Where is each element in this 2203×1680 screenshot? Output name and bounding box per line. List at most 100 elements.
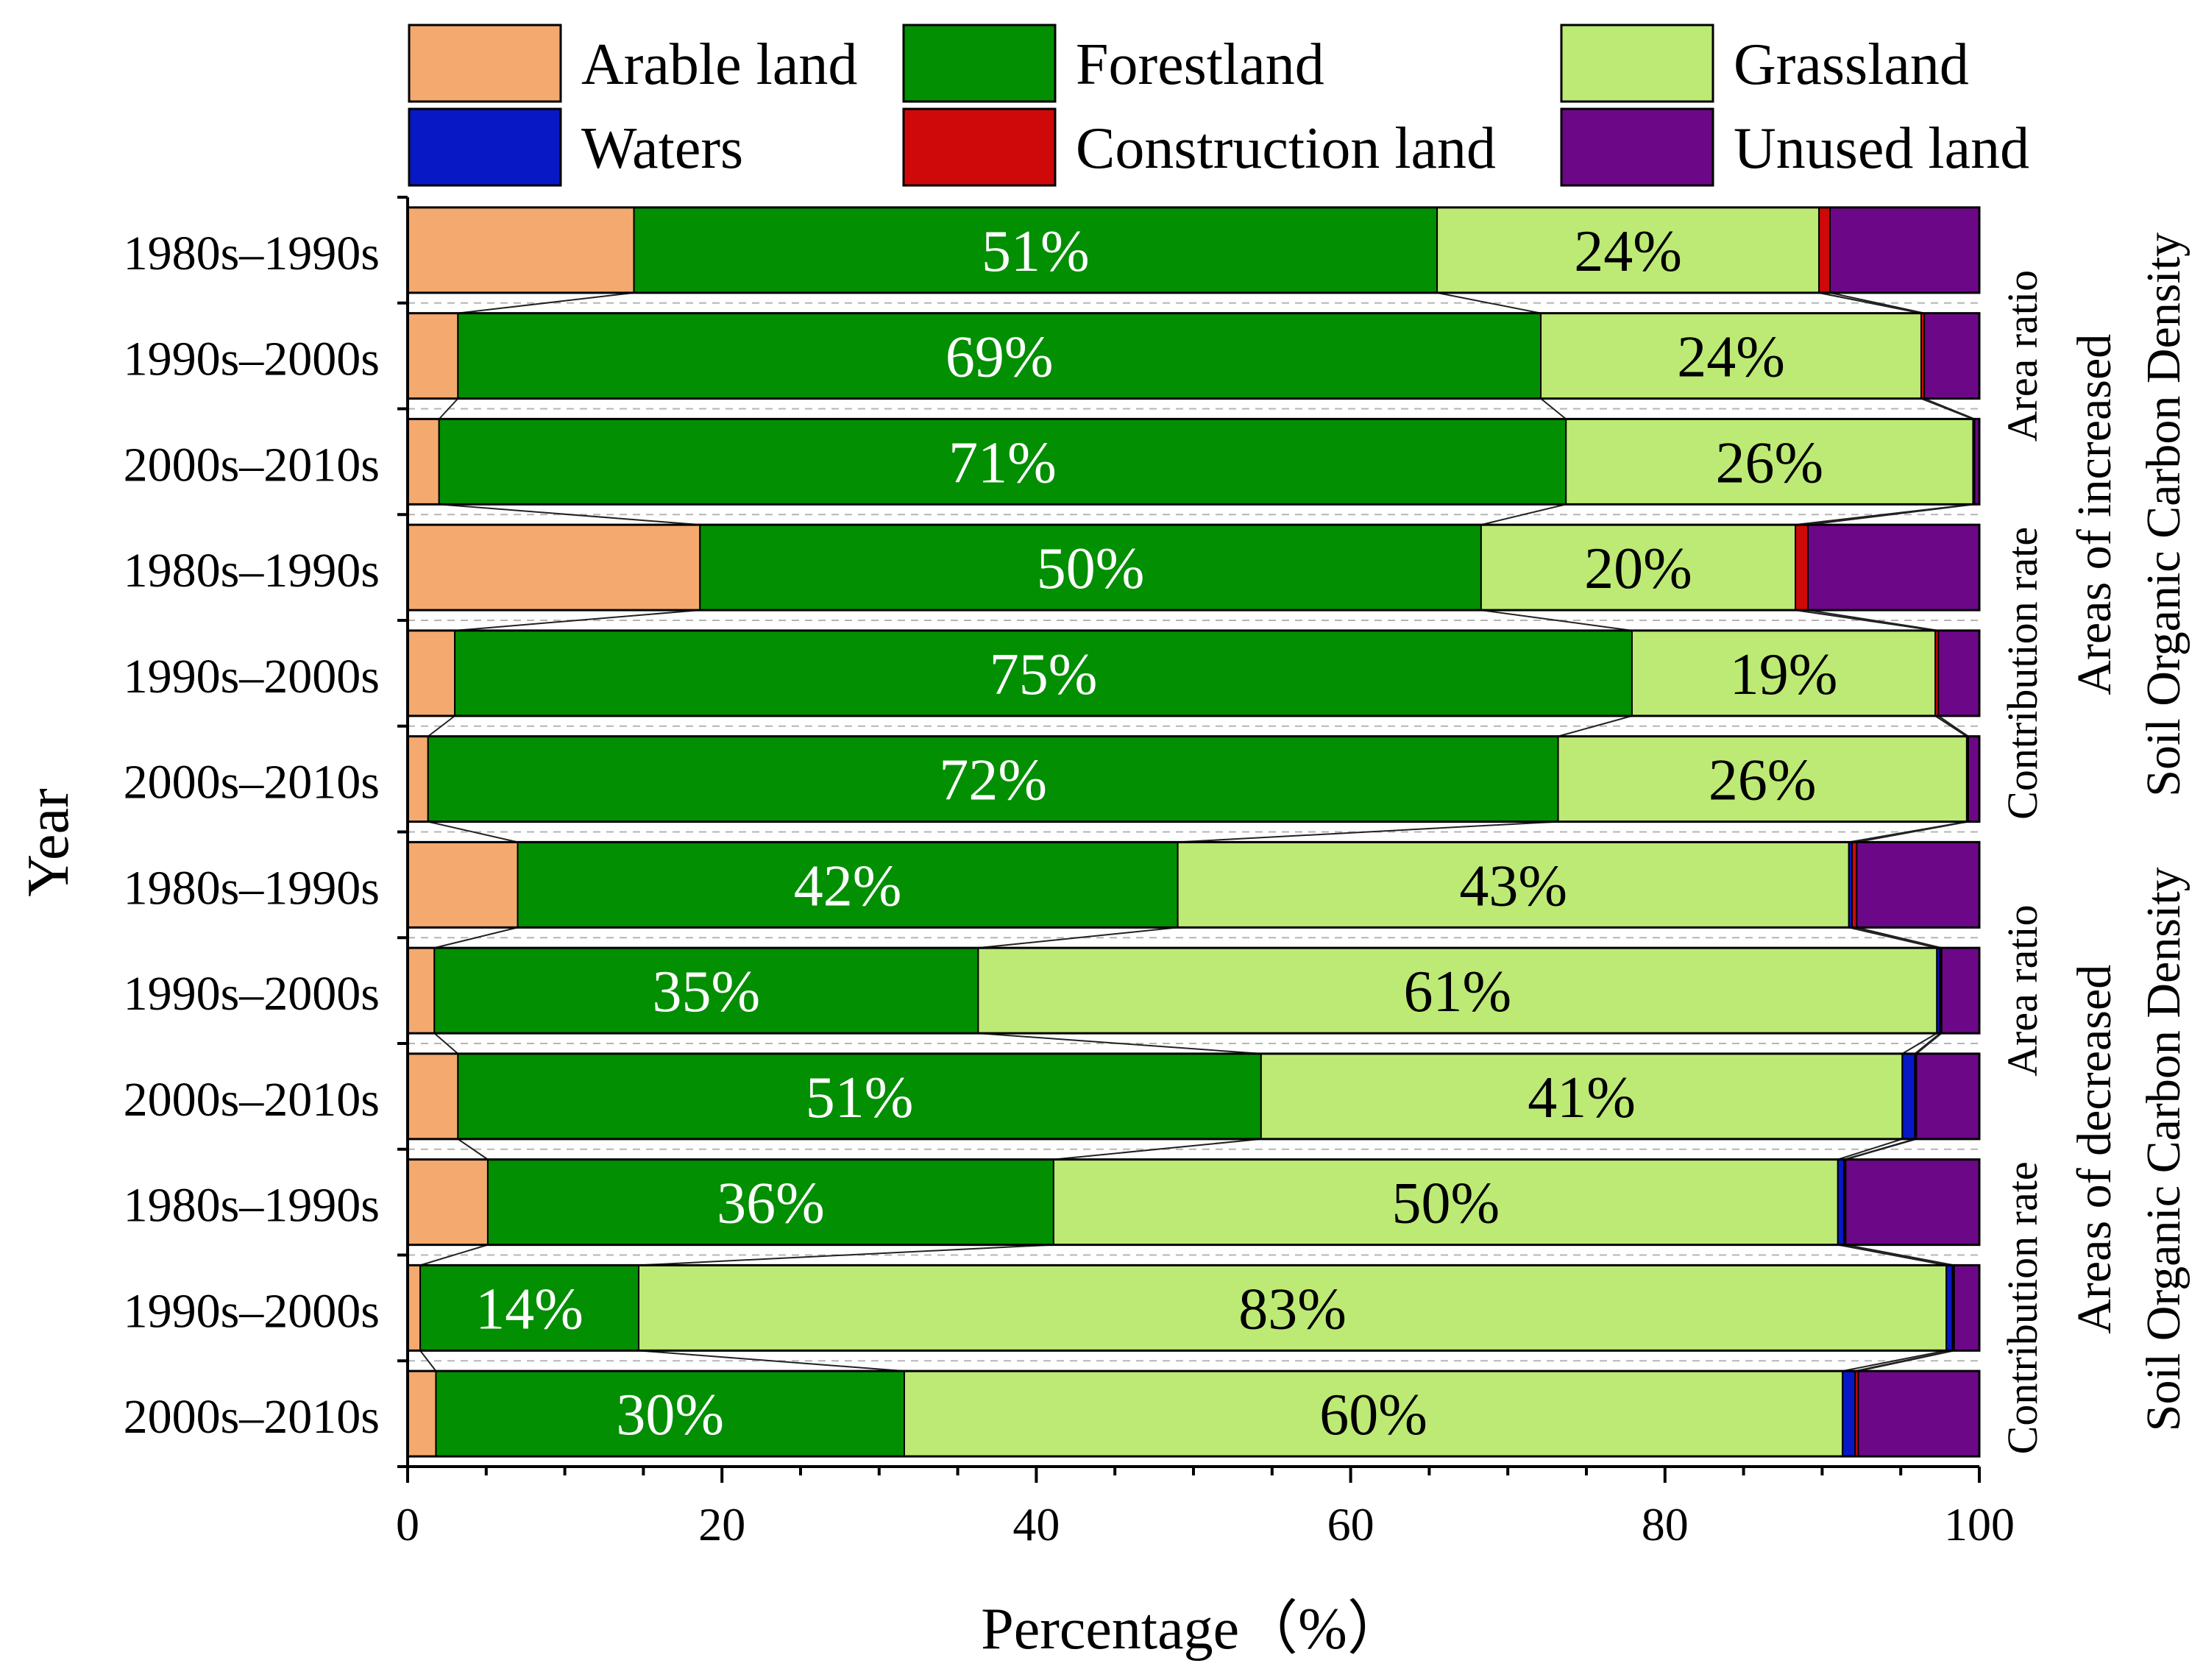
x-tick-label: 100	[1944, 1498, 2015, 1550]
bar-data-label: 36%	[717, 1172, 825, 1236]
bar-data-label: 72%	[939, 748, 1047, 813]
y-tick-label: 2000s–2010s	[124, 1390, 380, 1444]
bar-segment-unused-land	[1829, 206, 1981, 294]
bar-segment-grassland	[903, 1370, 1844, 1458]
label-decreased-contribution-rate: Contribution rate	[1998, 1161, 2046, 1454]
bar-data-label: 41%	[1528, 1066, 1636, 1130]
connector-line	[638, 1244, 1054, 1266]
bar-segment-forestland	[427, 735, 1559, 823]
legend-swatch-2	[1560, 24, 1714, 103]
bar-data-label: 26%	[1709, 748, 1817, 813]
label-areas-decreased: Areas of decreased	[2068, 965, 2121, 1334]
connector-line	[434, 926, 518, 949]
x-tick-label: 60	[1327, 1498, 1374, 1550]
connector-line	[1480, 609, 1633, 631]
bar-data-label: 51%	[982, 219, 1090, 284]
bar-data-label: 24%	[1574, 219, 1682, 284]
x-tick-label: 20	[698, 1498, 745, 1550]
bar-segment-unused-land	[1807, 524, 1981, 612]
bar-segment-grassland	[1480, 524, 1797, 612]
bar-data-label: 26%	[1716, 430, 1824, 495]
bar-data-label: 30%	[616, 1383, 724, 1447]
connector-line	[1829, 291, 1925, 314]
connector-line	[433, 1032, 459, 1055]
bar-segment-arable-land	[407, 312, 459, 400]
y-tick-label: 2000s–2010s	[124, 1073, 380, 1127]
y-tick-label: 1980s–1990s	[124, 227, 380, 280]
side-group-labels: Area ratio Contribution rate Areas of incr…	[1998, 233, 2190, 1455]
connector-line	[457, 1138, 489, 1160]
x-tick-label: 0	[396, 1498, 419, 1550]
bar-segment-arable-land	[407, 524, 701, 612]
y-tick-label: 1990s–2000s	[124, 650, 380, 703]
connector-line	[1177, 820, 1558, 843]
connector-line	[438, 397, 459, 420]
bar-data-label: 61%	[1404, 960, 1512, 1024]
y-tick-label: 1980s–1990s	[124, 861, 380, 915]
bar-segment-forestland	[438, 418, 1567, 506]
bar-segment-unused-land	[1915, 1052, 1981, 1140]
connector-line	[1914, 1032, 1941, 1055]
connector-line	[439, 503, 700, 526]
connector-line	[1053, 1138, 1261, 1160]
bar-segment-arable-land	[407, 1158, 489, 1246]
connector-line	[419, 1350, 437, 1372]
bar-segment-arable-land	[407, 418, 440, 506]
connector-line	[1915, 1032, 1943, 1055]
bar-segment-arable-land	[407, 1264, 422, 1352]
bar-segment-unused-land	[1856, 841, 1981, 929]
bar-segment-grassland	[1052, 1158, 1839, 1246]
bar-data-label: 24%	[1677, 325, 1785, 390]
legend-swatch-1	[902, 24, 1057, 103]
connector-line	[1480, 503, 1567, 526]
connector-line	[1901, 1032, 1937, 1055]
bar-segment-arable-land	[407, 947, 436, 1035]
bar-data-label: 83%	[1238, 1277, 1347, 1341]
legend-label-1: Forestland	[1076, 32, 1324, 97]
bar-segment-forestland	[486, 1158, 1054, 1246]
bar-segment-arable-land	[407, 629, 456, 717]
bar-data-label: 14%	[475, 1277, 583, 1341]
legend-label-4: Construction land	[1076, 116, 1496, 181]
bar-data-label: 19%	[1730, 642, 1838, 707]
bar-segment-unused-land	[1940, 947, 1981, 1035]
connector-line	[1856, 820, 1969, 843]
y-axis-title: Year	[16, 788, 81, 896]
connector-line	[1845, 1244, 1955, 1266]
connector-line	[1934, 715, 1968, 737]
bar-segment-arable-land	[407, 1370, 437, 1458]
y-tick-label: 1990s–2000s	[124, 1284, 380, 1338]
connector-line	[1837, 1244, 1947, 1266]
bar-segment-forestland	[699, 524, 1482, 612]
connector-line	[428, 715, 455, 737]
x-ticks: 0 20 40 60 80 100	[396, 1467, 2015, 1550]
connector-line	[1858, 1350, 1955, 1372]
bar-segment-waters	[1842, 1370, 1856, 1458]
x-tick-label: 80	[1642, 1498, 1689, 1550]
connector-line	[419, 1244, 489, 1266]
bar-segment-construction-land	[1795, 524, 1809, 612]
row-separators	[408, 302, 1979, 1362]
bar-connector-lines	[419, 291, 1975, 1372]
connector-line	[978, 926, 1178, 949]
bar-data-label: 75%	[990, 642, 1098, 707]
bar-segment-forestland	[633, 206, 1438, 294]
bar-segment-unused-land	[1953, 1264, 1980, 1352]
y-tick-label: 1980s–1990s	[124, 544, 380, 598]
bar-segment-waters	[1945, 1264, 1954, 1352]
bar-segment-unused-land	[1968, 735, 1981, 823]
bar-segment-grassland	[1565, 418, 1974, 506]
bar-data-label: 43%	[1459, 854, 1567, 918]
bar-segment-arable-land	[407, 206, 635, 294]
bar-segment-forestland	[454, 629, 1633, 717]
bar-segment-grassland	[1557, 735, 1968, 823]
connector-line	[1856, 926, 1942, 949]
y-ticks: 1980s–1990s 1990s–2000s 2000s–2010s 1980s–1…	[124, 196, 408, 1468]
bar-data-label: 50%	[1037, 536, 1145, 601]
legend-swatch-4	[902, 107, 1057, 187]
legend-swatch-5	[1560, 107, 1714, 187]
connector-line	[1436, 291, 1542, 314]
connector-line	[1808, 503, 1975, 526]
bar-segment-forestland	[435, 1370, 905, 1458]
